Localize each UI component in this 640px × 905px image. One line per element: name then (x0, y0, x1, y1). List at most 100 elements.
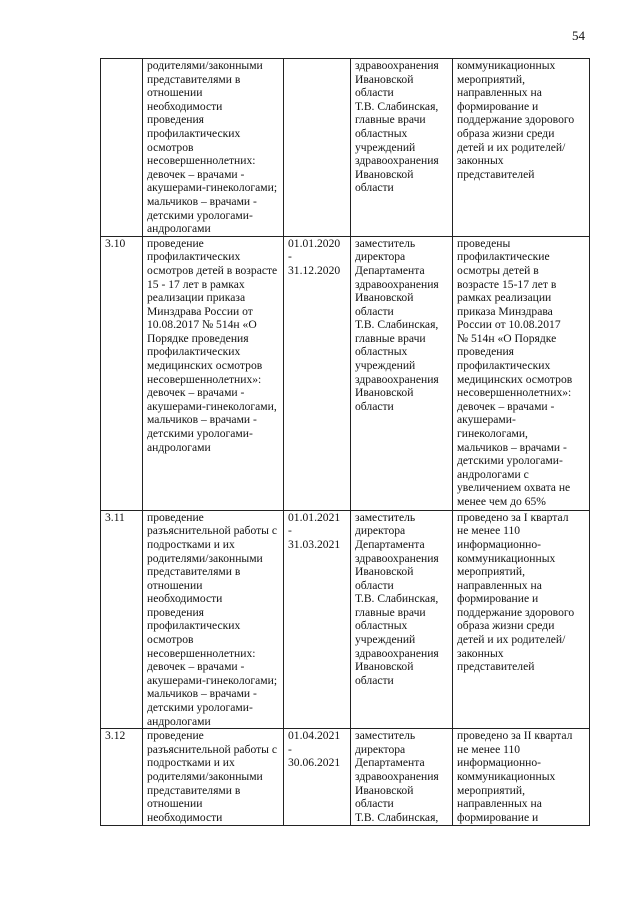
result-line: возрасте 15-17 лет в (457, 277, 557, 291)
result-line: детей и их родителей/ (457, 633, 566, 647)
cell-item-number: 3.10 (100, 235, 143, 511)
measure-description-line: девочек – врачами - (147, 660, 245, 674)
cell-item-number (100, 58, 143, 237)
responsible-line: области (355, 578, 394, 592)
result-line: медицинских осмотров (457, 372, 573, 386)
cell-measure-description: родителями/законными представителями в отн… (142, 58, 284, 237)
measure-description-line: подростками и их (147, 537, 235, 551)
result-line: проведено за I квартал (457, 510, 569, 524)
measure-description-line: медицинских осмотров (147, 359, 263, 373)
responsible-line: учреждений (355, 359, 416, 373)
measure-description-line: осмотров (147, 140, 194, 154)
responsible-line: Ивановской (355, 565, 414, 579)
dates-line: 30.06.2021 (288, 756, 341, 770)
result-line: проведено за II квартал (457, 729, 573, 743)
result-line: мероприятий, (457, 783, 525, 797)
result-line: образа жизни среди (457, 619, 555, 633)
measure-description-line: андрологами (147, 440, 211, 454)
result-line: проведены (457, 236, 511, 250)
responsible-line: здравоохранения (355, 277, 439, 291)
responsible-line: Т.В. Слабинская, (355, 810, 439, 824)
responsible-line: области (355, 181, 394, 195)
responsible-line: Департамента (355, 537, 425, 551)
measure-description-line: разъяснительной работы с (147, 524, 277, 538)
responsible-line: здравоохранения (355, 646, 439, 660)
measure-description-line: необходимости (147, 810, 223, 824)
table-row: родителями/законными представителями в отн… (100, 58, 590, 237)
result-line: России от 10.08.2017 (457, 318, 561, 332)
result-line: представителей (457, 167, 535, 181)
measure-description-line: разъяснительной работы с (147, 742, 277, 756)
result-line: рамках реализации (457, 291, 552, 305)
responsible-line: Департамента (355, 263, 425, 277)
responsible-line: директора (355, 524, 406, 538)
measure-description-line: профилактических (147, 250, 241, 264)
measure-description-line: акушерами-гинекологами; (147, 673, 278, 687)
result-line: направленных на (457, 797, 542, 811)
result-line: акушерами- (457, 413, 516, 427)
measure-description-line: отношении (147, 86, 203, 100)
measure-description-line: реализации приказа (147, 291, 246, 305)
measure-description-line: осмотров детей в возрасте (147, 263, 278, 277)
measure-description-line: подростками и их (147, 756, 235, 770)
dates-line: 31.03.2021 (288, 537, 341, 551)
result-line: детей и их родителей/ (457, 140, 566, 154)
result-line: представителей (457, 660, 535, 674)
measure-description-line: отношении (147, 578, 203, 592)
result-line: мероприятий, (457, 565, 525, 579)
cell-result: проведены профилактические осмотры детей в… (452, 235, 590, 511)
result-line: девочек – врачами - (457, 399, 555, 413)
responsible-line: областных (355, 126, 408, 140)
measure-description-line: 10.08.2017 № 514н «О (147, 318, 257, 332)
responsible-line: здравоохранения (355, 551, 439, 565)
measure-description-line: необходимости (147, 592, 223, 606)
dates-line: 01.04.2021 (288, 729, 341, 743)
responsible-line: Ивановской (355, 167, 414, 181)
cell-result: проведено за II квартал не менее 110 инфор… (452, 728, 590, 827)
result-line: мальчиков – врачами - (457, 440, 567, 454)
responsible-line: области (355, 86, 394, 100)
responsible-line: области (355, 304, 394, 318)
result-line: поддержание здорового (457, 605, 575, 619)
responsible-line: Ивановской (355, 783, 414, 797)
table-row: 3.10 проведение профилактических осмотров д… (100, 235, 590, 511)
measure-description-line: несовершеннолетних»: (147, 372, 262, 386)
cell-responsible: заместитель директора Департамента здравоох… (350, 235, 453, 511)
measure-description-line: родителями/законными (147, 770, 263, 783)
responsible-line: Т.В. Слабинская, (355, 592, 439, 606)
result-line: детскими урологами- (457, 454, 563, 468)
result-line: мероприятий, (457, 72, 525, 86)
measure-description-line: мальчиков – врачами - (147, 194, 257, 208)
cell-dates: 01.01.2021-31.03.2021 (283, 509, 351, 730)
measure-description-line: несовершеннолетних: (147, 154, 256, 168)
result-line: андрологами с (457, 467, 529, 481)
table-row: 3.11 проведение разъяснительной работы с по… (100, 509, 590, 730)
measure-description-line: 15 - 17 лет в рамках (147, 277, 245, 291)
measure-description-line: проведения (147, 605, 204, 619)
cell-result: коммуникационных мероприятий, направленных… (452, 58, 590, 237)
result-line: увеличением охвата не (457, 481, 571, 495)
responsible-line: заместитель (355, 236, 416, 250)
dates-line: - (288, 524, 292, 538)
result-line: коммуникационных (457, 551, 556, 565)
result-line: коммуникационных (457, 770, 556, 783)
result-line: профилактические (457, 250, 550, 264)
result-line: направленных на (457, 86, 542, 100)
dates-line: 01.01.2021 (288, 510, 341, 524)
measure-description-line: девочек – врачами - (147, 167, 245, 181)
responsible-line: здравоохранения (355, 59, 439, 72)
measure-description-line: мальчиков – врачами - (147, 687, 257, 701)
measure-description-line: родителями/законными (147, 551, 263, 565)
result-line: образа жизни среди (457, 126, 555, 140)
measure-description-line: девочек – врачами - (147, 386, 245, 400)
measure-description-line: Порядке проведения (147, 331, 249, 345)
result-line: законных (457, 154, 504, 168)
responsible-line: директора (355, 250, 406, 264)
measures-table: родителями/законными представителями в отн… (100, 58, 590, 827)
responsible-line: Т.В. Слабинская, (355, 99, 439, 113)
responsible-line: областных (355, 345, 408, 359)
result-line: № 514н «О Порядке (457, 331, 557, 345)
measure-description-line: осмотров (147, 633, 194, 647)
responsible-line: Ивановской (355, 386, 414, 400)
cell-responsible: заместитель директора Департамента здравоох… (350, 728, 453, 827)
